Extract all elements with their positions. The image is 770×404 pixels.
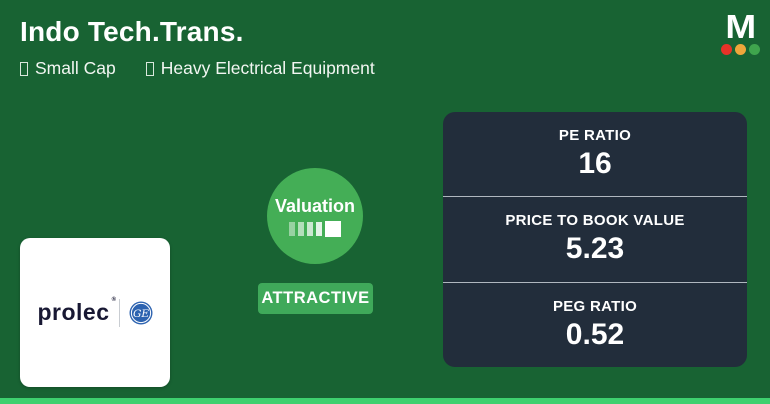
brand-logo: M — [721, 8, 760, 55]
company-logo-card: prolec ® GE — [20, 238, 170, 387]
bottom-accent-strip — [0, 398, 770, 404]
tag-industry: Heavy Electrical Equipment — [145, 58, 375, 79]
metrics-panel: PE RATIO 16 PRICE TO BOOK VALUE 5.23 PEG… — [443, 112, 747, 367]
metric-row-pe-ratio: PE RATIO 16 — [443, 112, 747, 196]
metric-label: PRICE TO BOOK VALUE — [505, 212, 685, 230]
tag-market-cap: Small Cap — [20, 58, 116, 79]
brand-dot-green — [749, 43, 760, 55]
tag-industry-label: Heavy Electrical Equipment — [160, 58, 375, 78]
brand-m-icon: M — [725, 8, 757, 45]
page-title: Indo Tech.Trans. — [20, 16, 244, 47]
tag-row: Small Cap Heavy Electrical Equipment — [20, 58, 375, 79]
brand-dot-red — [721, 43, 732, 55]
logo-divider — [118, 298, 120, 327]
missing-glyph-icon — [20, 61, 28, 76]
metric-value: 16 — [578, 147, 612, 181]
metric-value: 0.52 — [565, 317, 625, 351]
brand-dot-orange — [735, 43, 746, 55]
valuation-circle: Valuation — [267, 168, 363, 264]
valuation-label: Valuation — [274, 195, 355, 216]
metric-label: PE RATIO — [558, 127, 632, 145]
metric-label: PEG RATIO — [552, 297, 638, 315]
missing-glyph-icon — [145, 61, 154, 76]
prolec-wordmark: prolec ® — [37, 297, 117, 325]
metric-value: 5.23 — [565, 232, 625, 266]
ge-monogram-icon: GE — [129, 301, 153, 324]
metric-row-price-to-book: PRICE TO BOOK VALUE 5.23 — [443, 196, 747, 281]
metric-row-peg-ratio: PEG RATIO 0.52 — [443, 281, 747, 367]
valuation-rating-badge: ATTRACTIVE — [258, 283, 373, 314]
tag-market-cap-label: Small Cap — [35, 58, 116, 78]
brand-dots-icon — [721, 43, 760, 55]
svg-text:GE: GE — [132, 308, 148, 320]
valuation-gauge-icon — [289, 220, 341, 237]
registered-mark: ® — [111, 297, 117, 303]
